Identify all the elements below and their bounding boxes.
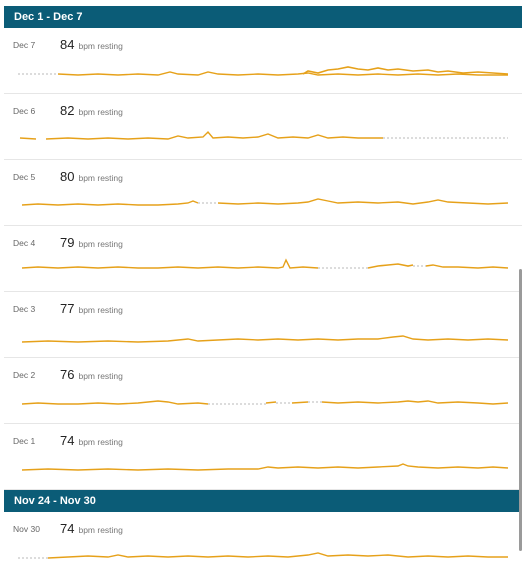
- day-row[interactable]: Dec 5 80 bpm resting: [4, 160, 522, 226]
- day-date: Dec 5: [13, 172, 36, 182]
- day-row[interactable]: Dec 3 77 bpm resting: [4, 292, 522, 358]
- heart-rate-sparkline: [21, 400, 509, 405]
- bpm-value: 79: [60, 235, 75, 250]
- bpm-value: 82: [60, 103, 75, 118]
- resting-bpm: 74 bpm resting: [60, 520, 123, 538]
- heart-rate-sparkline: [21, 463, 509, 471]
- heart-rate-sparkline: [21, 198, 509, 206]
- heart-rate-list[interactable]: Dec 1 - Dec 7 Dec 7 84 bpm resting Dec 6 …: [4, 6, 522, 571]
- resting-bpm: 84 bpm resting: [60, 36, 123, 54]
- resting-bpm: 79 bpm resting: [60, 234, 123, 252]
- day-row[interactable]: Nov 30 74 bpm resting: [4, 512, 522, 571]
- day-date: Nov 30: [13, 524, 40, 534]
- resting-bpm: 76 bpm resting: [60, 366, 123, 384]
- day-date: Dec 4: [13, 238, 36, 248]
- day-date: Dec 2: [13, 370, 36, 380]
- day-row[interactable]: Dec 4 79 bpm resting: [4, 226, 522, 292]
- day-date: Dec 6: [13, 106, 36, 116]
- scrollbar[interactable]: [519, 269, 522, 551]
- heart-rate-sparkline: [21, 258, 509, 269]
- bpm-unit: bpm resting: [78, 305, 123, 315]
- heart-rate-sparkline: [18, 552, 508, 559]
- bpm-unit: bpm resting: [78, 239, 123, 249]
- resting-bpm: 77 bpm resting: [60, 300, 123, 318]
- bpm-value: 74: [60, 433, 75, 448]
- bpm-unit: bpm resting: [78, 525, 123, 535]
- day-date: Dec 3: [13, 304, 36, 314]
- bpm-unit: bpm resting: [78, 173, 123, 183]
- day-row[interactable]: Dec 1 74 bpm resting: [4, 424, 522, 490]
- bpm-value: 84: [60, 37, 75, 52]
- week-header: Nov 24 - Nov 30: [4, 490, 522, 512]
- bpm-value: 74: [60, 521, 75, 536]
- bpm-unit: bpm resting: [78, 371, 123, 381]
- resting-bpm: 74 bpm resting: [60, 432, 123, 450]
- heart-rate-sparkline: [21, 335, 509, 343]
- day-row[interactable]: Dec 7 84 bpm resting: [4, 28, 522, 94]
- week-header: Dec 1 - Dec 7: [4, 6, 522, 28]
- heart-rate-sparkline: [18, 66, 509, 76]
- bpm-value: 80: [60, 169, 75, 184]
- day-date: Dec 7: [13, 40, 36, 50]
- resting-bpm: 80 bpm resting: [60, 168, 123, 186]
- bpm-value: 77: [60, 301, 75, 316]
- day-row[interactable]: Dec 2 76 bpm resting: [4, 358, 522, 424]
- bpm-unit: bpm resting: [78, 107, 123, 117]
- resting-bpm: 82 bpm resting: [60, 102, 123, 120]
- bpm-unit: bpm resting: [78, 41, 123, 51]
- heart-rate-sparkline: [19, 130, 508, 140]
- day-row[interactable]: Dec 6 82 bpm resting: [4, 94, 522, 160]
- bpm-unit: bpm resting: [78, 437, 123, 447]
- day-date: Dec 1: [13, 436, 36, 446]
- bpm-value: 76: [60, 367, 75, 382]
